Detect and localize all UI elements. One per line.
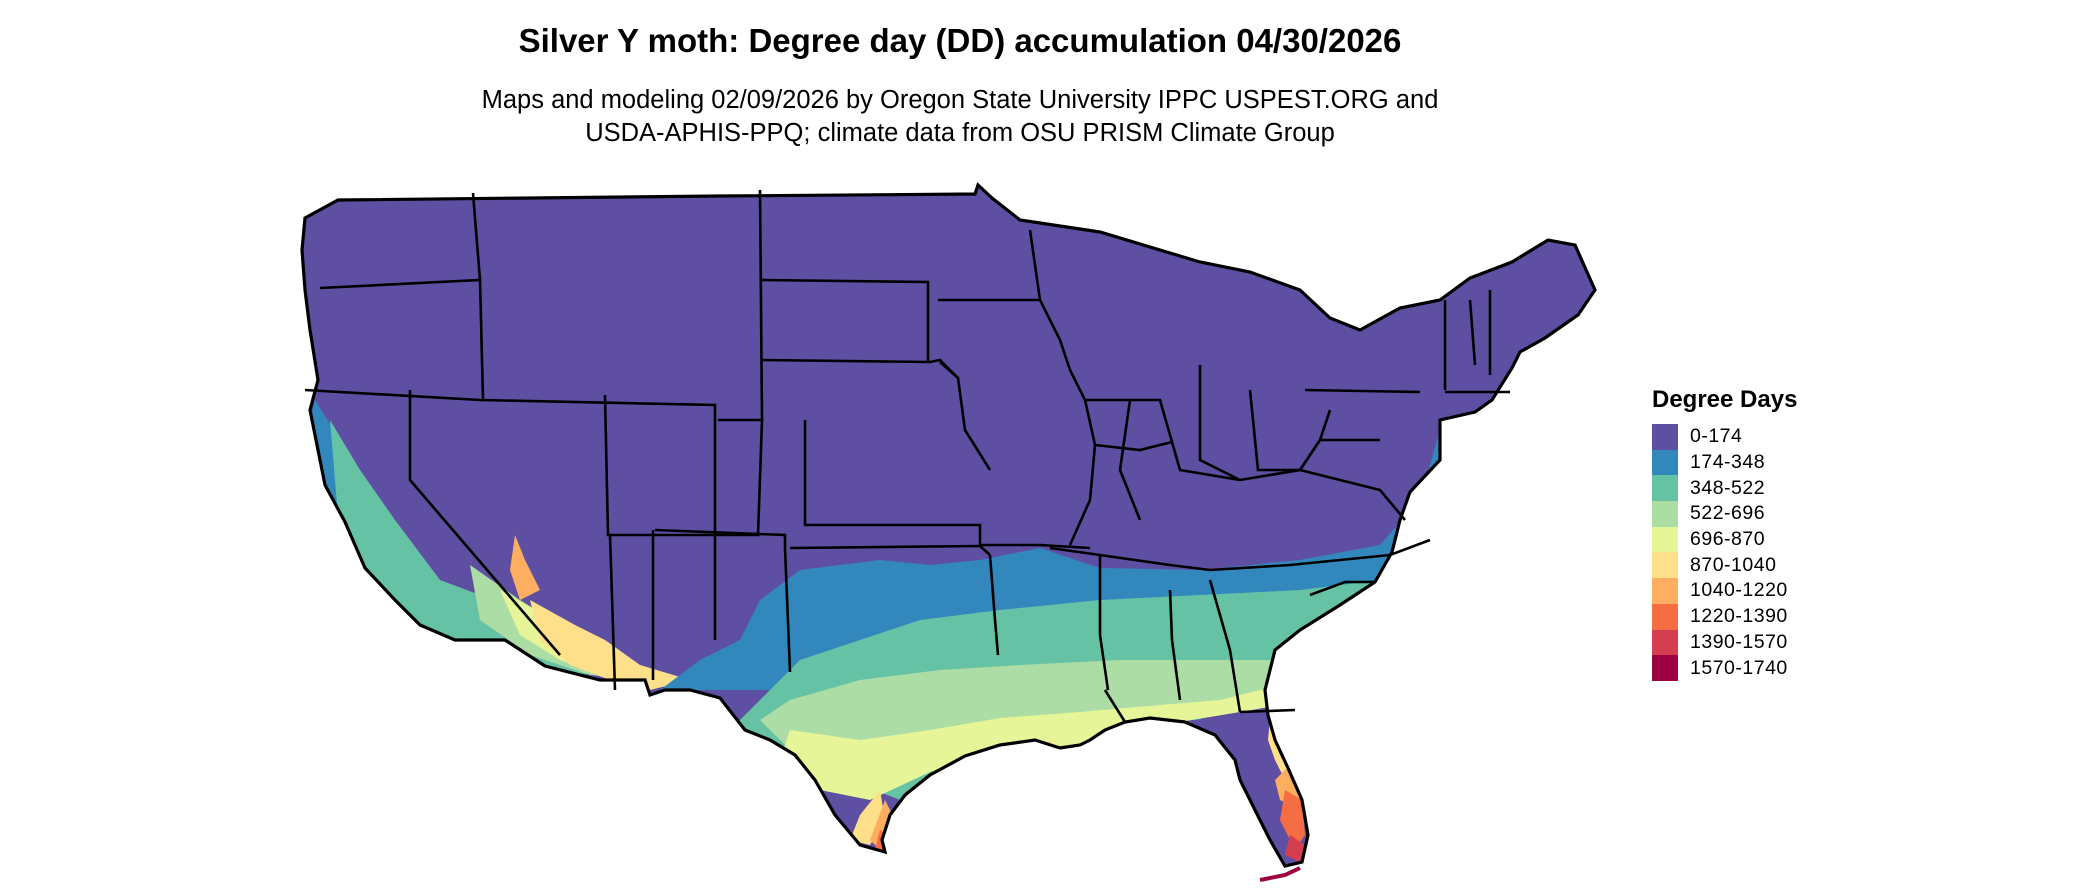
legend-label: 1040-1220 [1690,579,1788,602]
legend-label: 1390-1570 [1690,630,1788,653]
legend-swatch [1652,501,1678,527]
legend-label: 348-522 [1690,476,1766,499]
legend-swatch [1652,424,1678,450]
legend-item: 696-870 [1652,526,1797,553]
legend-swatch [1652,629,1678,656]
legend-label: 1570-1740 [1690,656,1788,679]
legend-item: 1390-1570 [1652,629,1797,656]
subtitle-line-1: Maps and modeling 02/09/2026 by Oregon S… [481,86,1439,114]
legend-items: 0-174 174-348 348-522 522-696 696-870 870-104… [1652,424,1797,681]
us-degree-day-map [300,182,1597,882]
subtitle-line-2: USDA-APHIS-PPQ; climate data from OSU PR… [585,119,1335,147]
legend-label: 0-174 [1690,425,1743,448]
legend-label: 870-1040 [1690,553,1777,576]
legend-label: 174-348 [1690,451,1766,474]
legend-swatch [1652,578,1678,604]
legend-item: 1570-1740 [1652,655,1797,681]
legend-swatch [1652,449,1678,476]
legend-swatch [1652,475,1678,502]
legend-item: 1040-1220 [1652,578,1797,604]
chart-title: Silver Y moth: Degree day (DD) accumulat… [518,22,1402,59]
legend-swatch [1652,526,1678,553]
legend-label: 696-870 [1690,528,1766,551]
legend-label: 522-696 [1690,502,1766,525]
legend-swatch [1652,603,1678,630]
legend-item: 0-174 [1652,424,1797,450]
legend: Degree Days 0-174 174-348 348-522 522-696 69… [1652,386,1797,681]
chart-subtitle: Maps and modeling 02/09/2026 by Oregon S… [0,84,1920,150]
legend-item: 348-522 [1652,475,1797,502]
legend-item: 1220-1390 [1652,603,1797,630]
legend-swatch [1652,552,1678,579]
legend-label: 1220-1390 [1690,605,1788,628]
legend-item: 870-1040 [1652,552,1797,579]
legend-item: 522-696 [1652,501,1797,527]
legend-swatch [1652,655,1678,681]
legend-title: Degree Days [1652,386,1798,413]
legend-item: 174-348 [1652,449,1797,476]
